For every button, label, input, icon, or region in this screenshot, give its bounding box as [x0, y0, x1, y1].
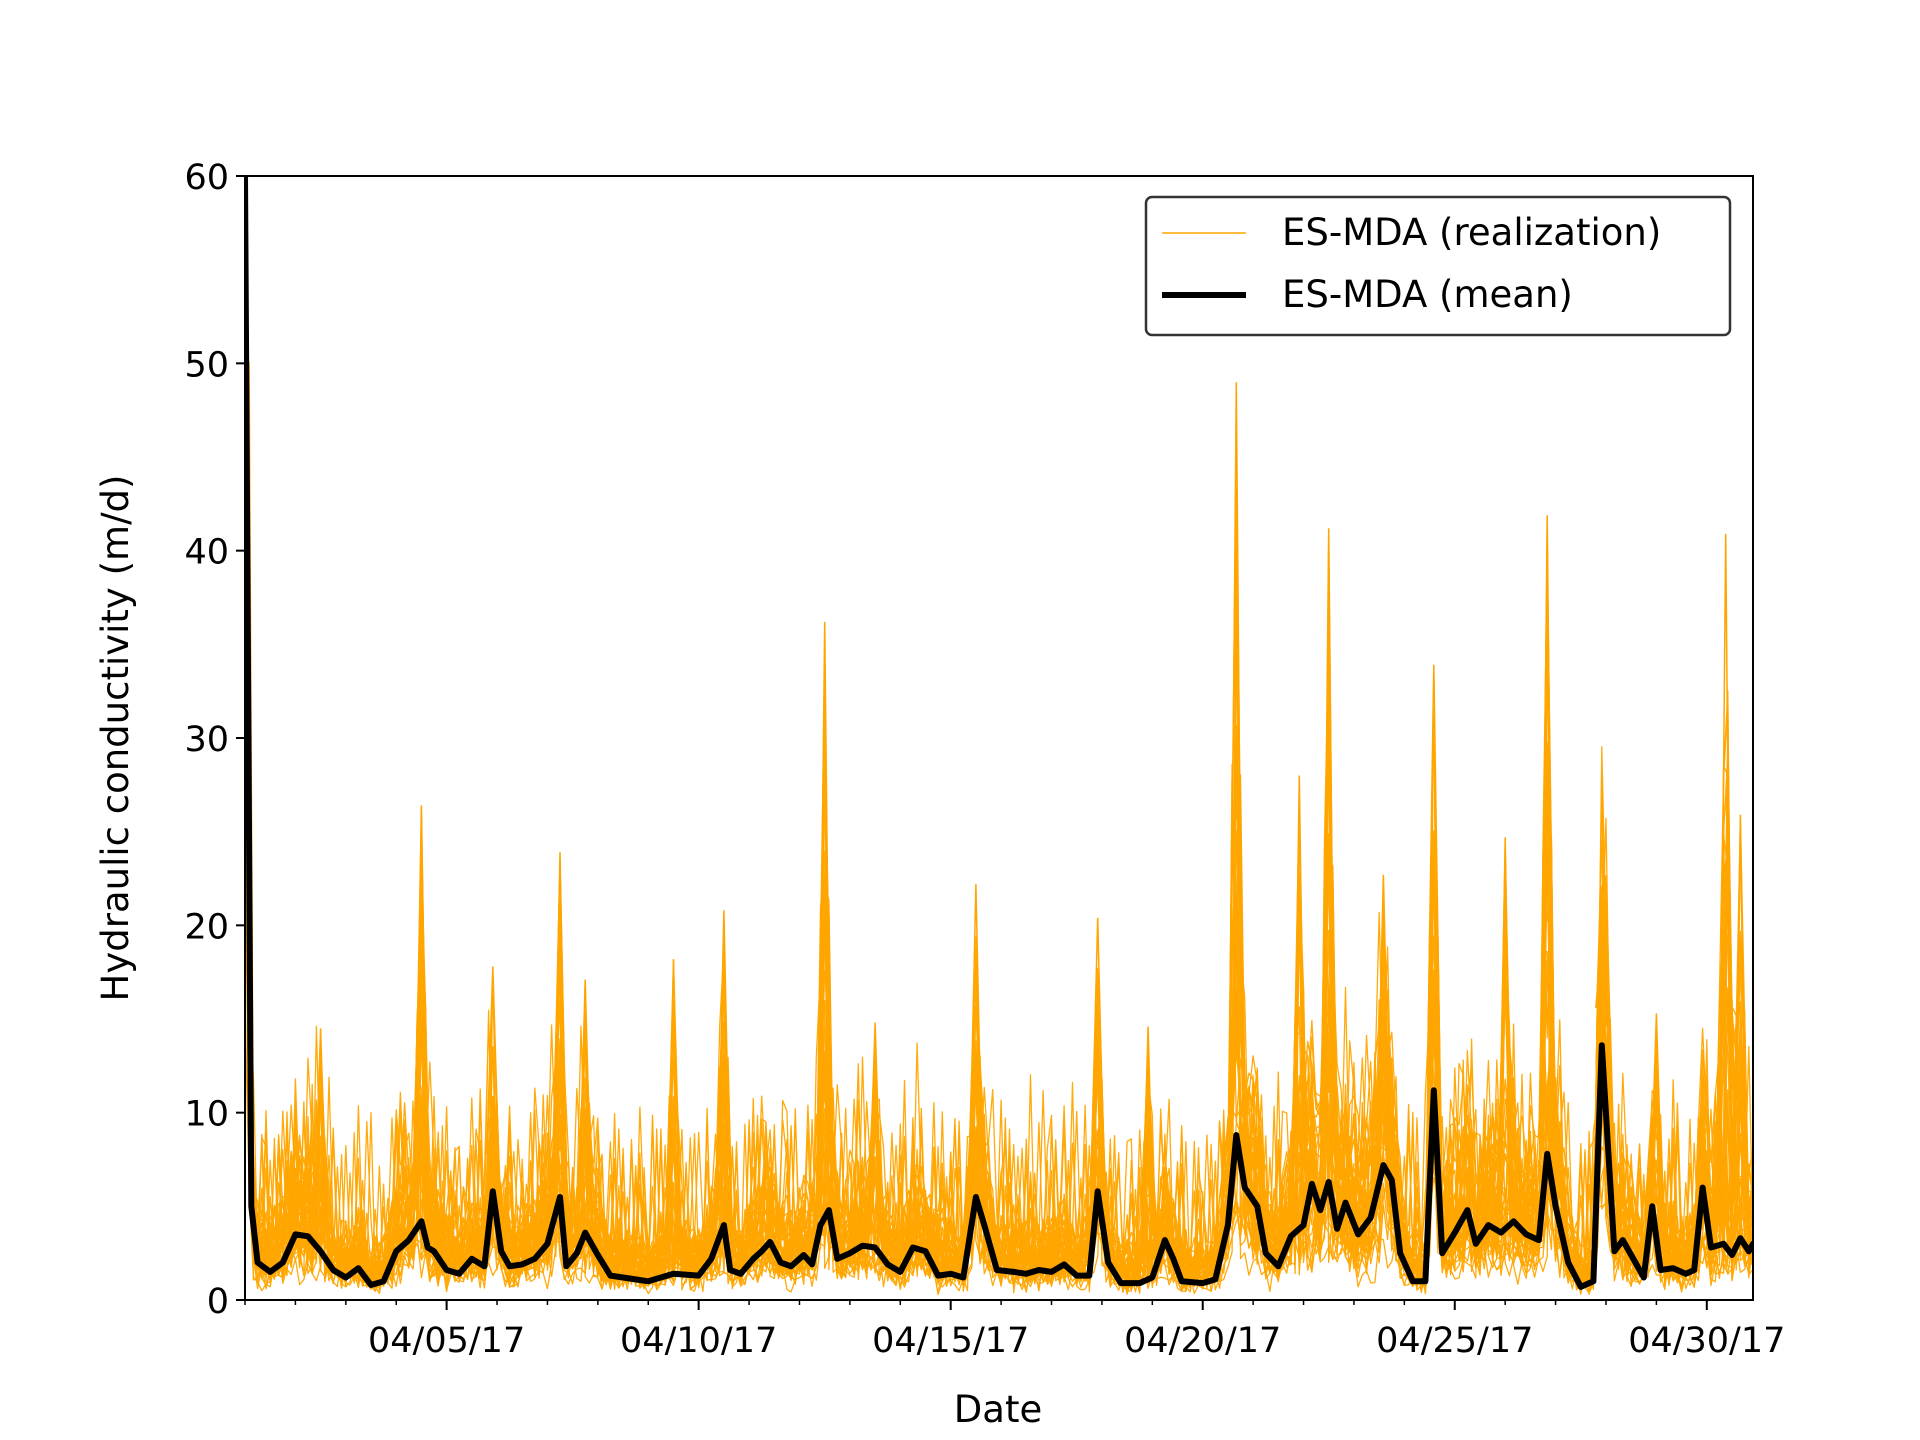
- legend-box: [1144, 195, 1732, 337]
- realization-spike: [414, 805, 429, 1194]
- y-tick-label: 50: [184, 345, 229, 385]
- realization-spike: [817, 621, 832, 1190]
- realization-spike: [1540, 515, 1554, 1126]
- y-tick-label: 60: [184, 158, 229, 198]
- realization-spike: [969, 884, 983, 1169]
- realization-spike: [1090, 917, 1105, 1164]
- y-axis: 0 10 20 30 40 50 60: [184, 158, 245, 1322]
- realization-spike: [1718, 533, 1733, 1219]
- realization-spike: [486, 966, 500, 1164]
- realization-line: [245, 488, 1753, 1286]
- mean-line-layer: [245, 176, 1753, 1290]
- realization-spike: [868, 1022, 882, 1220]
- realization-spike: [1649, 1013, 1664, 1211]
- legend: ES-MDA (realization) ES-MDA (mean): [1144, 195, 1732, 337]
- x-axis: 04/05/17 04/10/17 04/15/17 04/20/17 04/25/17…: [244, 1300, 1785, 1361]
- x-tick-label: 04/20/17: [1124, 1321, 1281, 1361]
- x-tick-label: 04/10/17: [620, 1321, 777, 1361]
- realization-spike: [1292, 775, 1307, 1201]
- realization-spike: [1427, 664, 1441, 1063]
- y-tick-label: 30: [184, 720, 229, 760]
- realization-spike: [1321, 528, 1336, 1154]
- y-tick-label: 0: [207, 1282, 229, 1322]
- x-tick-label: 04/25/17: [1376, 1321, 1533, 1361]
- y-tick-label: 20: [184, 907, 229, 947]
- realization-spike: [1595, 938, 1609, 1018]
- realization-spike: [1141, 1026, 1155, 1252]
- realization-spike: [666, 959, 681, 1246]
- realization-spike: [553, 852, 567, 1169]
- realization-spike: [1376, 874, 1391, 1138]
- legend-realization-label: ES-MDA (realization): [1282, 211, 1661, 254]
- realization-spike: [578, 979, 592, 1205]
- legend-mean-label: ES-MDA (mean): [1282, 273, 1573, 316]
- y-tick-label: 10: [184, 1095, 229, 1135]
- realization-spike: [313, 1028, 328, 1224]
- x-tick-label: 04/30/17: [1628, 1321, 1785, 1361]
- x-tick-label: 04/05/17: [368, 1321, 525, 1361]
- mean-line: [245, 176, 1753, 1290]
- y-axis-label: Hydraulic conductivity (m/d): [94, 475, 137, 1002]
- realization-spike: [717, 910, 731, 1198]
- realization-spike: [1733, 814, 1748, 1211]
- realization-spike: [1498, 837, 1512, 1201]
- x-tick-label: 04/15/17: [872, 1321, 1029, 1361]
- x-axis-label: Date: [954, 1388, 1042, 1431]
- y-tick-label: 40: [184, 533, 229, 573]
- realization-spike: [1229, 382, 1244, 1108]
